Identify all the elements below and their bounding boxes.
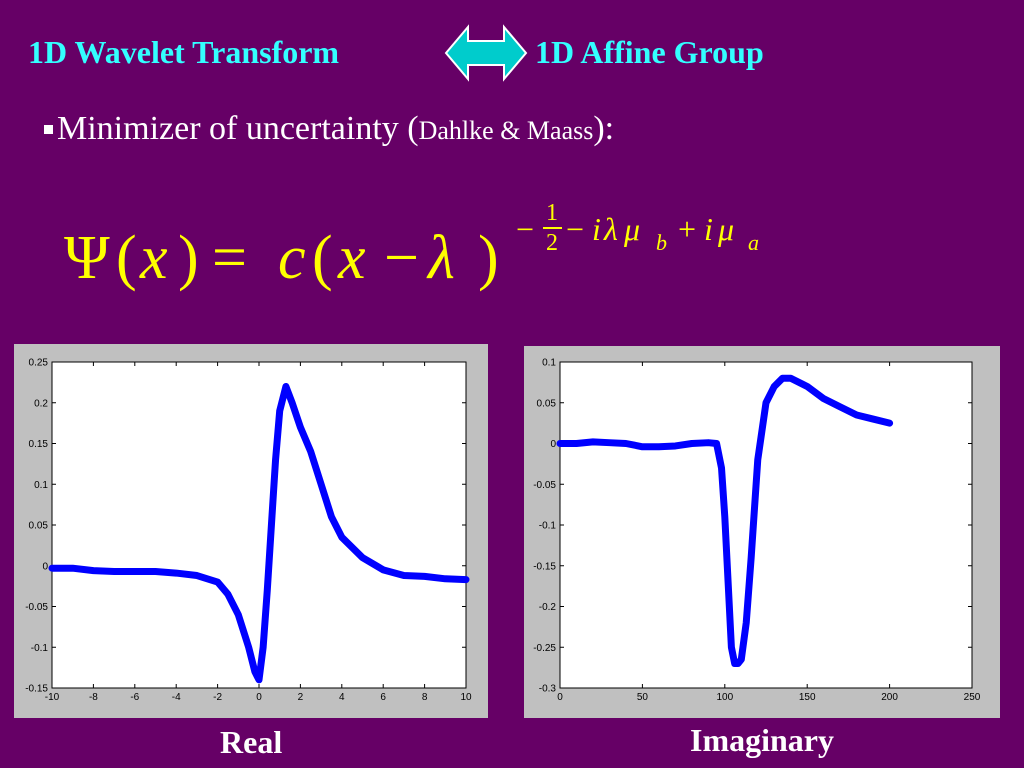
formula-exp-i-2: i: [704, 211, 713, 247]
formula-open-paren-1: (: [116, 224, 137, 292]
formula: Ψ ( x ) = c ( x − λ ) − 1 2 − i λ μ b + …: [64, 200, 759, 292]
caption-real: Real: [220, 724, 283, 760]
y-tick-label: -0.15: [25, 684, 48, 695]
y-tick-label: 0.05: [29, 521, 49, 532]
formula-exp-num: 1: [546, 200, 558, 226]
y-tick-label: 0.1: [34, 480, 48, 491]
x-tick-label: 50: [637, 692, 649, 703]
series-line: [48, 382, 470, 684]
formula-x-1: x: [139, 224, 168, 292]
formula-exp-den: 2: [546, 230, 558, 256]
chart-real: -10 -8 -6 -4 -2 0 2 4 6 8 10 -0.15 -0.1 -0.05 0 0.05 0.1…: [25, 358, 472, 704]
x-tick-label: 2: [298, 692, 304, 703]
x-tick-label: -6: [130, 692, 139, 703]
formula-x-2: x: [337, 224, 366, 292]
formula-exp-b: b: [656, 230, 667, 255]
x-tick-label: 6: [380, 692, 386, 703]
formula-close-paren-2: ): [478, 224, 499, 292]
y-tick-label: 0.25: [29, 358, 49, 369]
x-tick-label: 0: [256, 692, 262, 703]
y-tick-label: 0.1: [542, 358, 556, 369]
formula-exp-i-1: i: [592, 211, 601, 247]
formula-minus: −: [384, 224, 419, 292]
formula-exp-mu-1: μ: [623, 211, 640, 247]
y-tick-label: -0.25: [533, 643, 556, 654]
y-tick-label: -0.15: [533, 561, 556, 572]
x-tick-label: -2: [213, 692, 222, 703]
y-tick-label: 0: [550, 439, 556, 450]
x-tick-label: 150: [799, 692, 816, 703]
x-tick-label: 250: [964, 692, 981, 703]
x-tick-label: 0: [557, 692, 563, 703]
y-tick-label: -0.2: [539, 602, 557, 613]
chart-imaginary: 0 50 100 150 200 250 -0.3 -0.25 -0.2 -0.15 -0.1 -0.…: [533, 358, 981, 704]
bullet-line: Minimizer of uncertainty (Dahlke & Maass…: [44, 106, 614, 154]
y-tick-label: 0: [42, 561, 48, 572]
bullet-text: Minimizer of uncertainty (: [57, 110, 419, 147]
chart-imaginary-frame: 0 50 100 150 200 250 -0.3 -0.25 -0.2 -0.15 -0.1 -0.…: [524, 346, 1000, 718]
double-arrow-icon: [444, 24, 528, 82]
y-tick-label: -0.1: [31, 643, 49, 654]
x-tick-label: 8: [422, 692, 428, 703]
bullet-square-icon: [44, 124, 53, 134]
formula-close-paren-1: ): [178, 224, 199, 292]
formula-exp-minus-2: −: [566, 211, 584, 247]
y-tick-label: -0.05: [25, 602, 48, 613]
formula-exp-mu-2: μ: [717, 211, 734, 247]
plot-area: [51, 361, 467, 689]
formula-exp-a: a: [748, 230, 759, 255]
formula-open-paren-2: (: [312, 224, 333, 292]
y-tick-label: 0.15: [29, 439, 49, 450]
formula-c: c: [278, 224, 306, 292]
title-affine-group: 1D Affine Group: [535, 34, 764, 70]
bullet-citation: Dahlke & Maass: [418, 116, 594, 145]
y-tick-label: 0.05: [537, 398, 557, 409]
y-tick-label: -0.1: [539, 521, 557, 532]
bullet-close: ):: [593, 110, 615, 147]
double-arrow-shape: [444, 24, 528, 82]
formula-equals: =: [212, 224, 247, 292]
series-line: [556, 374, 894, 668]
caption-imaginary: Imaginary: [690, 722, 834, 758]
x-tick-label: 4: [339, 692, 345, 703]
formula-psi: Ψ: [64, 224, 110, 292]
x-tick-label: -4: [172, 692, 181, 703]
chart-real-frame: -10 -8 -6 -4 -2 0 2 4 6 8 10 -0.15 -0.1 -0.05 0 0.05 0.1…: [14, 344, 488, 718]
x-tick-label: 10: [460, 692, 472, 703]
x-tick-label: -8: [89, 692, 98, 703]
y-tick-label: -0.05: [533, 480, 556, 491]
formula-exp-plus: +: [678, 211, 696, 247]
title-wavelet-transform: 1D Wavelet Transform: [28, 34, 340, 70]
x-tick-label: -10: [45, 692, 60, 703]
formula-exp-lambda: λ: [603, 211, 618, 247]
x-tick-label: 100: [716, 692, 733, 703]
y-tick-label: -0.3: [539, 684, 557, 695]
y-tick-label: 0.2: [34, 398, 48, 409]
formula-lambda: λ: [426, 224, 455, 292]
formula-exp-minus: −: [516, 211, 534, 247]
x-tick-label: 200: [881, 692, 898, 703]
